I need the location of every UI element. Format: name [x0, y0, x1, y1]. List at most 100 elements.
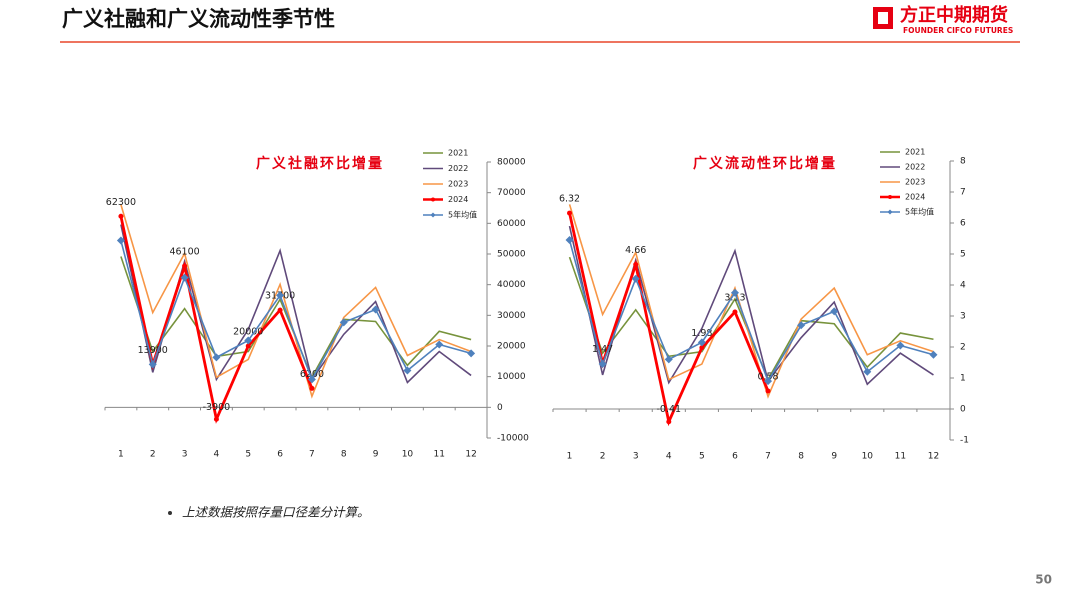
legend-label: 2023: [448, 180, 468, 189]
legend-label: 5年均值: [448, 210, 477, 220]
point-marker: [180, 273, 189, 282]
point-marker: [467, 349, 476, 358]
bullet: [168, 511, 172, 515]
x-tick-label: 12: [465, 450, 476, 460]
point-marker: [764, 377, 773, 386]
point-marker: [863, 367, 872, 376]
point-marker: [116, 236, 125, 245]
series-line: [568, 225, 934, 386]
x-tick-label: 1: [567, 452, 573, 462]
legend-label: 2023: [905, 178, 925, 187]
point-marker: [435, 340, 444, 349]
legend-marker: [430, 212, 436, 218]
point-marker: [339, 318, 348, 327]
legend-label: 2021: [448, 149, 468, 158]
y-tick-label: -10000: [497, 434, 529, 444]
y-tick-label: 30000: [497, 311, 526, 321]
y-tick-label: 60000: [497, 219, 526, 229]
point-marker: [245, 343, 251, 349]
x-tick-label: 7: [765, 452, 771, 462]
point-marker: [276, 291, 285, 300]
logo-name: 方正中期期货: [900, 4, 1008, 26]
data-label: 6200: [300, 369, 324, 380]
point-marker: [929, 350, 938, 359]
point-marker: [699, 345, 705, 351]
data-label: 1.98: [691, 328, 712, 339]
y-tick-label: 0: [960, 405, 966, 415]
data-label: -0.41: [656, 404, 681, 415]
point-marker: [118, 213, 124, 219]
data-label: 13900: [138, 345, 168, 356]
x-tick-label: 12: [928, 452, 939, 462]
x-tick-label: 11: [895, 452, 906, 462]
x-tick-label: 10: [862, 452, 874, 462]
y-tick-label: 50000: [497, 250, 526, 260]
point-marker: [633, 262, 639, 268]
y-tick-label: 7: [960, 188, 966, 198]
x-tick-label: 9: [373, 450, 379, 460]
point-marker: [309, 385, 315, 391]
legend-label: 2021: [905, 148, 925, 157]
x-tick-label: 2: [600, 452, 606, 462]
y-tick-label: 40000: [497, 280, 526, 290]
series-line: [568, 212, 770, 427]
legend-marker: [887, 209, 893, 215]
legend-label: 2022: [905, 163, 925, 172]
data-label: 0.58: [757, 372, 778, 383]
data-label: 6.32: [559, 194, 580, 205]
point-marker: [598, 360, 607, 369]
y-tick-label: 3: [960, 312, 966, 322]
legend-label: 2024: [905, 193, 925, 202]
y-tick-label: -1: [960, 436, 969, 446]
legend-label: 2022: [448, 164, 468, 173]
legend-label: 2024: [448, 195, 468, 204]
chart-title: 广义流动性环比增量: [693, 155, 837, 172]
point-marker: [732, 309, 738, 315]
series-line: [119, 215, 314, 424]
data-label: 20000: [233, 327, 263, 338]
slide-title: 广义社融和广义流动性季节性: [62, 7, 335, 31]
data-label: 1.47: [592, 344, 613, 355]
data-label: 4.66: [625, 245, 646, 256]
x-tick-label: 6: [732, 452, 738, 462]
data-label: -3900: [203, 402, 231, 413]
legend-marker: [888, 195, 892, 199]
point-marker: [797, 321, 806, 330]
point-marker: [371, 305, 380, 314]
y-tick-label: 1: [960, 374, 966, 384]
logo-subtitle: FOUNDER CIFCO FUTURES: [903, 26, 1013, 35]
x-tick-label: 3: [182, 450, 188, 460]
x-tick-label: 11: [434, 450, 445, 460]
y-tick-label: 80000: [497, 158, 526, 168]
y-tick-label: 0: [497, 403, 503, 413]
x-tick-label: 5: [699, 452, 705, 462]
point-marker: [730, 288, 739, 297]
page-number: 50: [1035, 573, 1052, 587]
legend-label: 5年均值: [905, 207, 934, 217]
x-tick-label: 8: [798, 452, 804, 462]
point-marker: [277, 307, 283, 313]
series-line: [120, 240, 472, 382]
data-label: 46100: [169, 246, 199, 257]
y-tick-label: 20000: [497, 342, 526, 352]
y-tick-label: 5: [960, 250, 966, 260]
series-line: [120, 204, 472, 399]
x-tick-label: 10: [402, 450, 414, 460]
data-label: 3.13: [724, 292, 745, 303]
point-marker: [567, 210, 573, 216]
x-tick-label: 6: [277, 450, 283, 460]
y-tick-label: 6: [960, 219, 966, 229]
point-marker: [212, 353, 221, 362]
x-tick-label: 8: [341, 450, 347, 460]
point-marker: [896, 341, 905, 350]
point-marker: [213, 416, 219, 422]
y-tick-label: 4: [960, 281, 966, 291]
x-tick-label: 4: [666, 452, 672, 462]
y-tick-label: 70000: [497, 188, 526, 198]
series-line: [568, 256, 934, 382]
y-tick-label: 8: [960, 157, 966, 167]
x-tick-label: 3: [633, 452, 639, 462]
point-marker: [148, 360, 157, 369]
footnote: 上述数据按照存量口径差分计算。: [182, 505, 370, 520]
